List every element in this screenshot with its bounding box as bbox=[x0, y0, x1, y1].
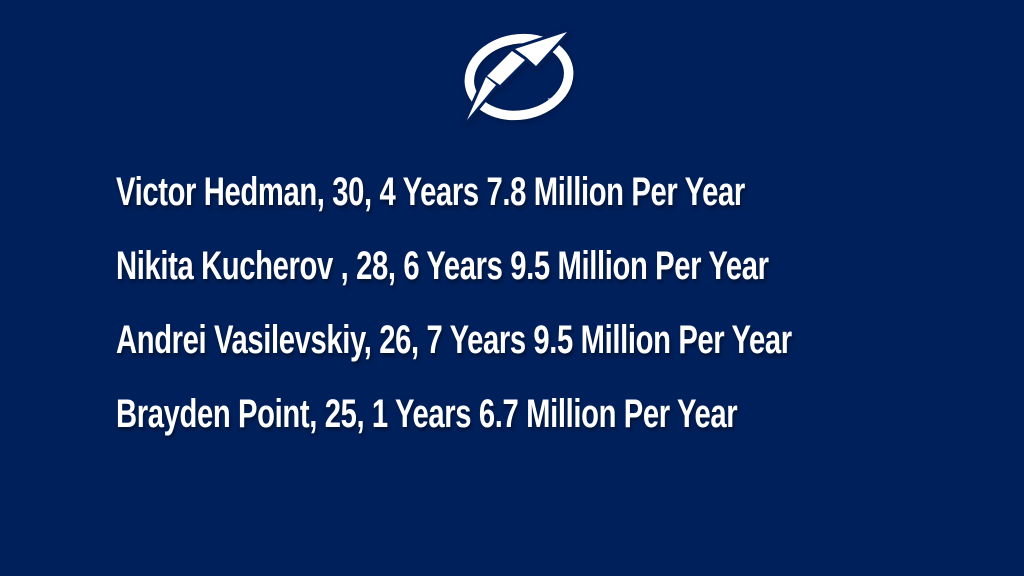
contract-line-point: Brayden Point, 25, 1 Years 6.7 Million P… bbox=[116, 391, 738, 436]
contract-line-hedman: Victor Hedman, 30, 4 Years 7.8 Million P… bbox=[116, 169, 745, 214]
contract-list: Victor Hedman, 30, 4 Years 7.8 Million P… bbox=[116, 155, 996, 451]
contract-line-kucherov: Nikita Kucherov , 28, 6 Years 9.5 Millio… bbox=[116, 243, 769, 288]
contract-line-vasilevskiy: Andrei Vasilevskiy, 26, 7 Years 9.5 Mill… bbox=[116, 317, 792, 362]
trademark-symbol: ™ bbox=[547, 98, 554, 105]
lightning-bolt-circle-logo: ™ bbox=[460, 20, 580, 126]
lightning-bolt-icon: ™ bbox=[464, 29, 574, 123]
